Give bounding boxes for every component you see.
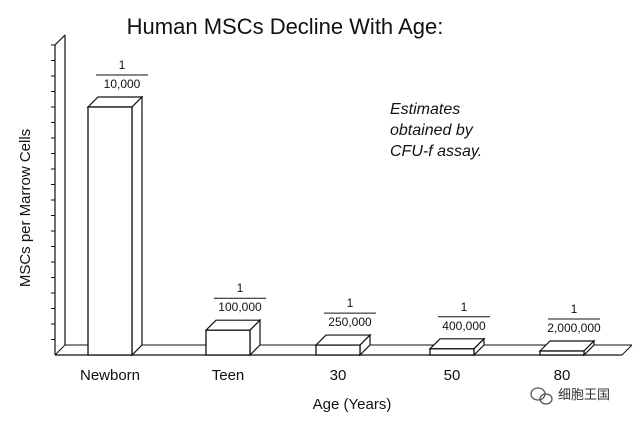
- data-label: 1 10,000: [96, 58, 148, 91]
- x-tick-label: 30: [330, 367, 347, 384]
- data-label-numerator: 1: [119, 58, 126, 72]
- x-tick-labels: Newborn Teen 30 50 80: [80, 367, 570, 384]
- bar: [538, 339, 596, 357]
- data-label-denominator: 250,000: [328, 315, 372, 329]
- bar: [428, 337, 486, 357]
- floor-corner-line: [54, 344, 66, 356]
- data-label-numerator: 1: [237, 281, 244, 295]
- x-tick-label: Teen: [212, 367, 245, 384]
- data-label-numerator: 1: [461, 300, 468, 314]
- y-axis-label: MSCs per Marrow Cells: [17, 129, 34, 287]
- annotation-line: CFU-f assay.: [390, 143, 482, 160]
- chart-title: Human MSCs Decline With Age:: [127, 14, 444, 39]
- data-labels: 1 10,000 1 100,000 1 250,000 1 400,000 1 2,000,00…: [96, 58, 601, 335]
- x-tick-label: 50: [444, 367, 461, 384]
- x-tick-label: 80: [554, 367, 571, 384]
- bar: [86, 95, 144, 357]
- annotation-line: obtained by: [390, 122, 474, 139]
- wechat-icon: [530, 387, 553, 405]
- floor-end-line: [621, 344, 633, 356]
- bars: [86, 95, 596, 357]
- data-label-denominator: 100,000: [218, 300, 262, 314]
- data-label-numerator: 1: [571, 302, 578, 316]
- annotation: Estimates obtained by CFU-f assay.: [390, 101, 482, 160]
- annotation-line: Estimates: [390, 101, 460, 118]
- data-label: 1 2,000,000: [547, 302, 601, 335]
- bar: [204, 318, 262, 357]
- data-label: 1 100,000: [214, 281, 266, 314]
- watermark-text: 细胞王国: [558, 387, 610, 402]
- y-axis-top-line: [54, 34, 66, 46]
- bar: [314, 333, 372, 357]
- x-tick-label: Newborn: [80, 367, 140, 384]
- data-label-denominator: 400,000: [442, 319, 486, 333]
- data-label: 1 400,000: [438, 300, 490, 333]
- x-axis-label: Age (Years): [313, 396, 392, 413]
- data-label-denominator: 2,000,000: [547, 321, 601, 335]
- data-label: 1 250,000: [324, 296, 376, 329]
- data-label-denominator: 10,000: [104, 77, 141, 91]
- data-label-numerator: 1: [347, 296, 354, 310]
- watermark: 细胞王国: [530, 387, 610, 405]
